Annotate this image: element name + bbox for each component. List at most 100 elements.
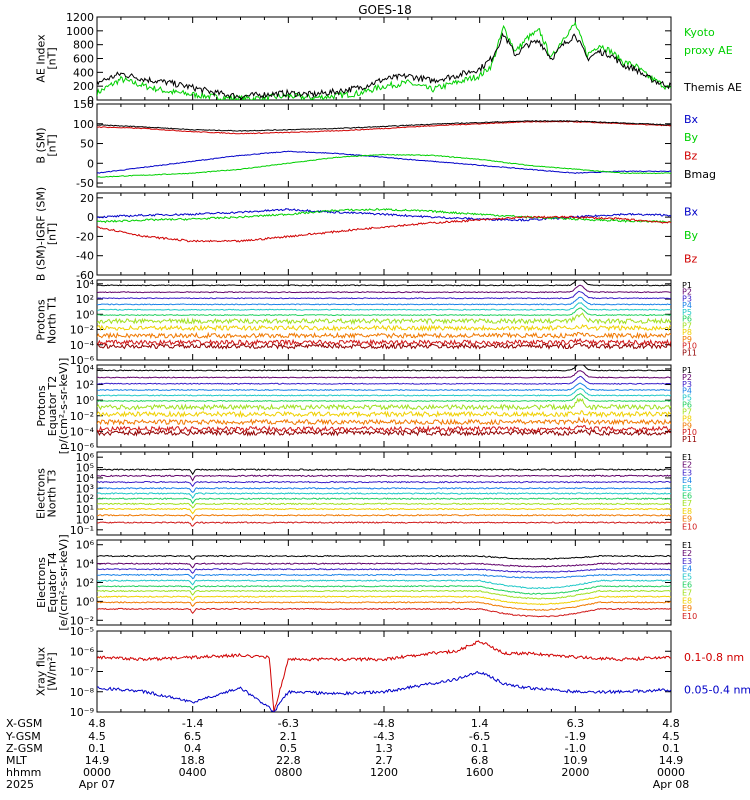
y-tick-label: 10² [76,293,94,306]
footer-value: 6.3 [567,717,585,730]
y-tick-label: 10⁻⁷ [70,666,94,679]
channel-legend-entry: E5 [682,484,692,493]
channel-legend-entry: P4 [682,387,692,396]
panel-bdiff: 20 0 -20 -40 -60 B (SM)-IGRF (SM)[nT] Bx By Bz [35,187,699,282]
panel-data [97,554,671,618]
legend-entry: Bx [684,113,699,126]
channel-legend-entry: P11 [682,435,697,444]
series-by [97,208,671,224]
footer-value: 0.1 [662,742,680,755]
footer-value: 2.1 [280,730,298,743]
footer-value: 22.8 [276,754,301,767]
channel-p5-line [97,387,671,397]
footer-value: 2000 [561,766,589,779]
y-tick-label: 0 [87,94,94,107]
channel-e3-line [97,480,671,488]
y-tick-label: 10⁻⁶ [70,645,95,658]
legend-entry: 0.1-0.8 nm [684,651,744,664]
footer-value: Apr 07 [79,778,116,791]
y-tick-label: 10⁻⁸ [70,686,95,699]
footer-value: 0.1 [88,742,106,755]
channel-legend-entry: P8 [682,328,692,337]
series-bz [97,215,671,243]
footer-value: -1.4 [182,717,203,730]
footer-value: 0000 [657,766,685,779]
legend-entry: Kyoto [684,26,715,39]
channel-legend-entry: P4 [682,301,692,310]
footer-value: 0.1 [471,742,489,755]
y-tick-label: 10¹ [76,503,94,516]
series-0-1-0-8-nm [97,640,671,712]
channel-legend-entry: E1 [682,541,692,550]
channel-p11-line [97,342,671,350]
footer-value: 0.4 [184,742,202,755]
channel-e5-line [97,492,671,500]
channel-legend-entry: P9 [682,335,692,344]
channel-p10-line [97,424,671,433]
y-tick-label: 10² [76,577,94,590]
footer-value: 4.8 [662,717,680,730]
legend-entry: Bx [684,206,699,219]
y-tick-label: 600 [73,53,94,66]
y-tick-label: 10⁻² [70,614,94,627]
channel-p11-line [97,428,671,437]
channel-legend-entry: P5 [682,308,692,317]
channel-e1-line [97,468,671,476]
channel-e4-line [97,573,671,580]
footer-value: -6.5 [469,730,490,743]
y-tick-label: 20 [80,192,94,205]
channel-p1-line [97,365,671,372]
y-tick-label: -60 [76,269,94,282]
panel-data [97,21,671,100]
channel-legend-entry: E6 [682,581,692,590]
channel-p4-line [97,382,671,392]
footer-value: -6.3 [278,717,299,730]
y-tick-label: 1200 [66,11,94,24]
y-axis-label: Protons [35,385,48,426]
channel-e6-line [97,585,671,595]
channel-e9-line [97,514,671,521]
channel-e6-line [97,497,671,505]
footer-value: 1.3 [375,742,393,755]
footer-value: 4.8 [88,717,106,730]
series-kyoto-proxy-ae [97,21,671,100]
channel-legend-entry: P11 [682,348,697,357]
channel-legend-entry: P9 [682,421,692,430]
y-tick-label: 200 [73,80,94,93]
panel-frame [96,192,672,276]
footer-value: 0800 [274,766,302,779]
panel-data [97,280,671,350]
panel-data [97,120,671,178]
y-tick-label: 10² [76,493,94,506]
channel-p1-line [97,280,671,287]
y-tick-label: 10⁻⁹ [70,706,94,719]
footer-row-label: X-GSM [6,717,42,730]
y-tick-label: 150 [73,98,94,111]
channel-p5-line [97,302,671,311]
channel-e8-line [97,507,671,515]
y-tick-label: 10⁻⁵ [70,625,94,638]
y-tick-label: 10⁶ [76,451,95,464]
panel-bsm: 150 100 50 0 -50 B (SM)[nT] Bx By Bz Bmag [35,98,717,190]
legend-entry: 0.05-0.4 nm [684,683,750,696]
channel-legend-entry: P2 [682,288,692,297]
channel-p2-line [97,370,671,379]
panel-data [97,468,671,527]
channel-legend-entry: P7 [682,407,692,416]
channel-e5-line [97,579,671,590]
y-tick-label: 10⁴ [76,472,95,485]
y-axis-label: Equator T4 [46,552,59,612]
y-tick-label: 10⁻¹ [70,524,94,537]
channel-legend-entry: E10 [682,612,697,621]
y-axis-label: [W/m²] [46,652,59,690]
y-axis-label: Protons [35,299,48,340]
panel-xray: 10⁻⁵ 10⁻⁶ 10⁻⁷ 10⁻⁸ 10⁻⁹ Xray flux[W/m²] 0.1-0… [35,625,750,719]
panel-data [97,365,671,437]
footer-value: 10.9 [563,754,588,767]
y-axis-label: [nT] [46,223,59,245]
footer-value: 4.5 [662,730,680,743]
channel-legend-entry: E5 [682,573,692,582]
channel-legend-entry: E9 [682,604,692,613]
channel-p4-line [97,296,671,306]
footer-row-label: 2025 [6,778,34,791]
